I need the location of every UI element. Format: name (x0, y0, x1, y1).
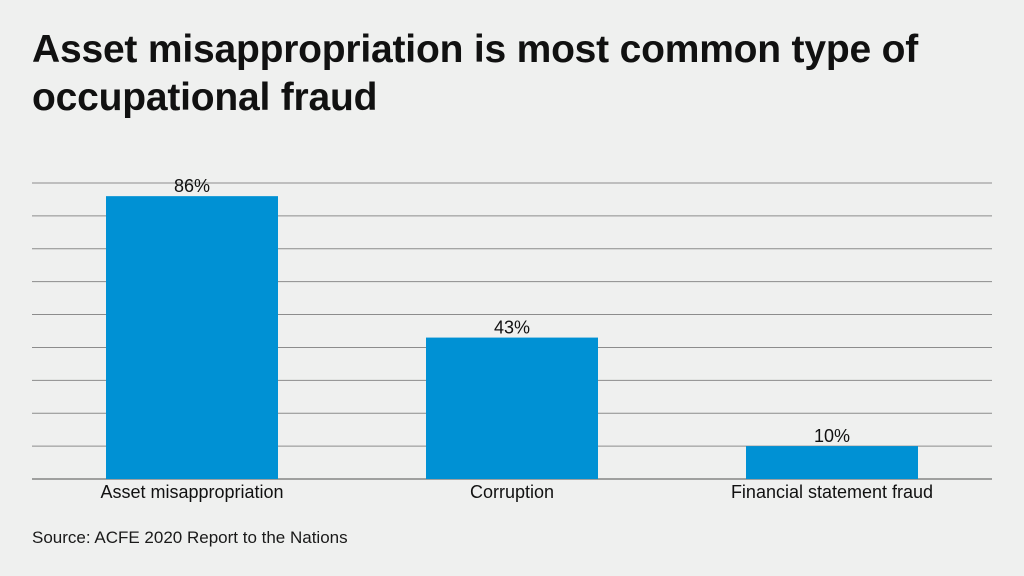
bar (106, 196, 278, 479)
bar (426, 337, 598, 479)
value-labels: 86% 43% 10% (174, 176, 850, 446)
category-label: Financial statement fraud (731, 482, 933, 502)
bar (746, 446, 918, 479)
category-label: Corruption (470, 482, 554, 502)
data-label: 86% (174, 176, 210, 196)
category-labels: Asset misappropriation Corruption Financia… (100, 482, 933, 502)
chart-title: Asset misappropriation is most common ty… (32, 28, 918, 119)
data-label: 43% (494, 318, 530, 338)
category-label: Asset misappropriation (100, 482, 283, 502)
source-note: Source: ACFE 2020 Report to the Nations (32, 528, 348, 547)
data-label: 10% (814, 426, 850, 446)
bars (106, 196, 918, 479)
